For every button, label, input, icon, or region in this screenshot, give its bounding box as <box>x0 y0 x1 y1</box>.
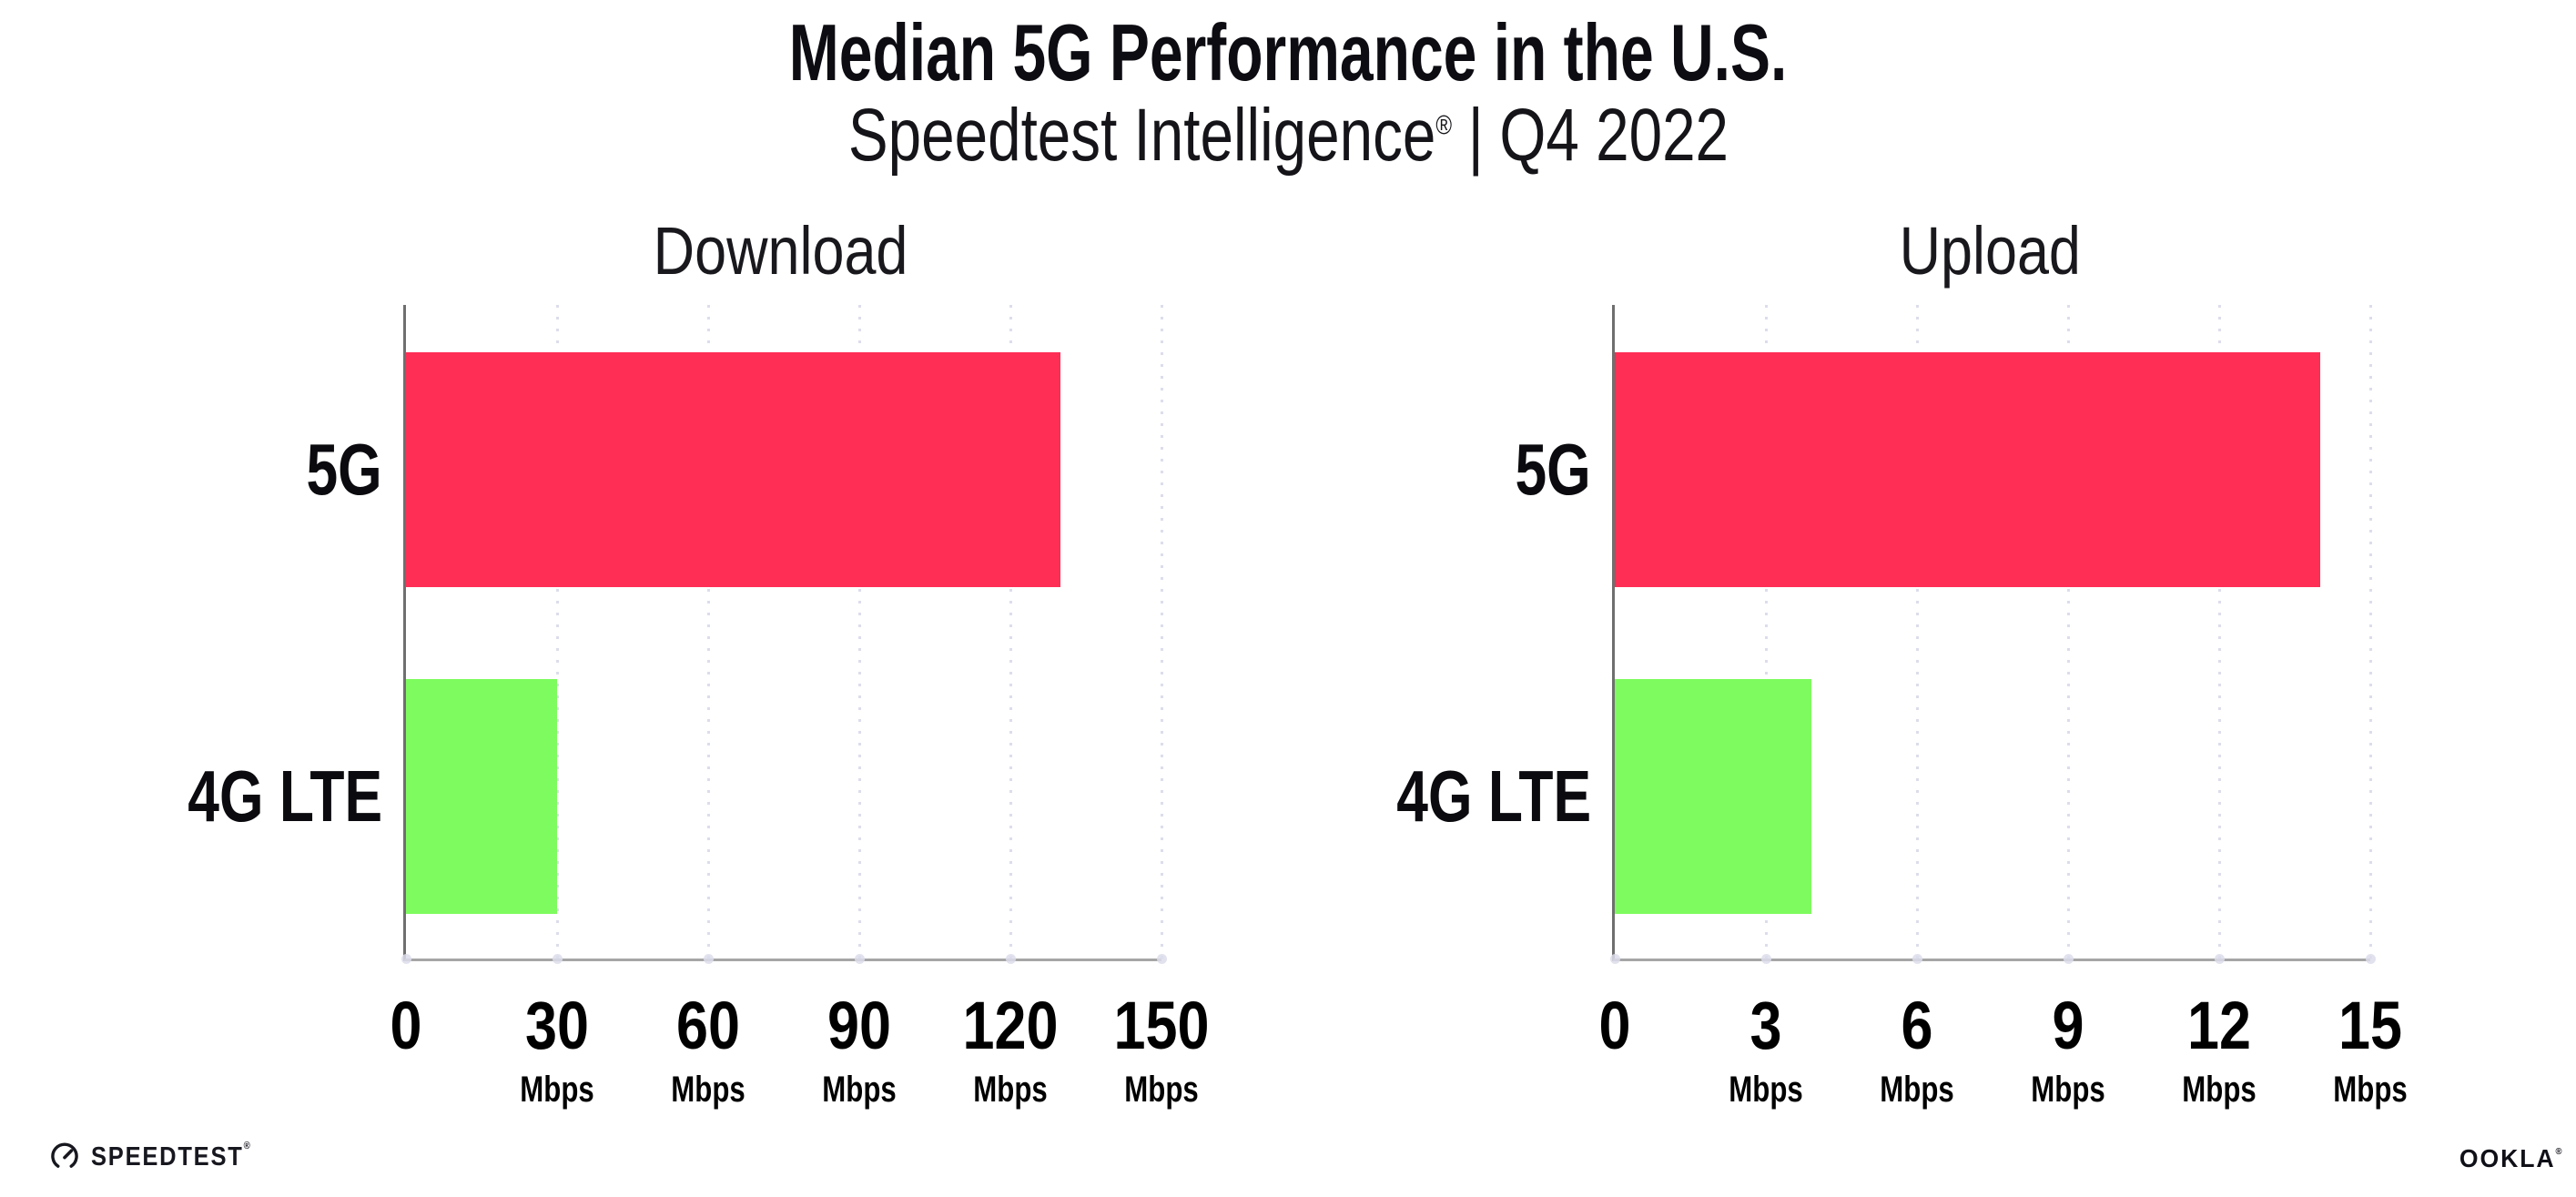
x-tick: 90 Mbps <box>812 988 907 1110</box>
category-label-5g: 5G <box>1515 428 1591 510</box>
category-label-5g: 5G <box>306 428 382 510</box>
page-title-text: Median 5G Performance in the U.S. <box>788 7 1788 97</box>
x-tick: 150 Mbps <box>1105 988 1217 1110</box>
gridline <box>556 305 559 959</box>
tick-value: 0 <box>1598 988 1631 1063</box>
tick-unit: Mbps <box>2031 1070 2105 1110</box>
x-tick: 6 Mbps <box>1870 988 1964 1110</box>
tick-unit: Mbps <box>1880 1070 1954 1110</box>
registered-mark: ® <box>2554 1147 2561 1157</box>
tick-unit: Mbps <box>1124 1070 1199 1110</box>
axis-tick-dot <box>1006 954 1016 964</box>
page-subtitle: Speedtest Intelligence® | Q4 2022 <box>0 98 2576 173</box>
tick-value: 120 <box>962 988 1059 1063</box>
gridline <box>2369 305 2372 959</box>
gridline <box>2218 305 2221 959</box>
tick-value: 30 <box>525 988 589 1063</box>
download-chart: Download 5G 4G LTE 0 30 Mbps 60 Mbps 90 Mbps 120… <box>188 206 1210 1121</box>
category-label-4g-lte: 4G LTE <box>188 755 382 837</box>
axis-tick-dot <box>855 954 865 964</box>
bar-4g-lte <box>1615 679 1811 915</box>
registered-mark: ® <box>243 1141 250 1151</box>
bars <box>406 305 1161 959</box>
tick-value: 12 <box>2187 988 2251 1063</box>
category-labels: 5G 4G LTE <box>188 305 1161 959</box>
category-label-4g-lte: 4G LTE <box>1396 755 1591 837</box>
ookla-logo: OOKLA® <box>2454 1146 2561 1172</box>
axis-tick-dot <box>553 954 563 964</box>
bars <box>1615 305 2370 959</box>
axis-tick-dot <box>401 954 411 964</box>
registered-mark: ® <box>1435 110 1452 141</box>
speedtest-wordmark: SPEEDTEST® <box>91 1141 250 1172</box>
gridlines <box>406 305 1163 959</box>
chart-title-upload: Upload <box>1899 213 2081 289</box>
bar-5g <box>406 352 1061 588</box>
upload-chart: Upload 5G 4G LTE 0 3 Mbps 6 Mbps 9 Mbps 12 Mbps 15… <box>1396 206 2408 1121</box>
axis-tick-dot <box>2064 954 2074 964</box>
x-tick: 12 Mbps <box>2172 988 2267 1110</box>
tick-value: 6 <box>1901 988 1933 1063</box>
axis-tick-dot <box>2215 954 2225 964</box>
tick-value: 15 <box>2338 988 2402 1063</box>
axis-dots <box>1610 305 2376 964</box>
gridline <box>1161 305 1163 959</box>
tick-unit: Mbps <box>2333 1070 2408 1110</box>
x-tick: 9 Mbps <box>2021 988 2115 1110</box>
category-labels: 5G 4G LTE <box>1396 305 2370 959</box>
axis-tick-dot <box>1610 954 1620 964</box>
x-tick: 15 Mbps <box>2323 988 2418 1110</box>
subtitle-period: Q4 2022 <box>1498 94 1729 177</box>
tick-unit: Mbps <box>2182 1070 2257 1110</box>
plot-area: 5G 4G LTE <box>1396 305 2376 964</box>
gridline <box>858 305 861 959</box>
axis-tick-dot <box>1157 954 1167 964</box>
gridline <box>1916 305 1919 959</box>
bar-4g-lte <box>406 679 557 915</box>
x-tick: 120 Mbps <box>954 988 1066 1110</box>
page-title: Median 5G Performance in the U.S. <box>0 13 2576 93</box>
tick-value: 90 <box>827 988 891 1063</box>
x-tick-labels: 0 30 Mbps 60 Mbps 90 Mbps 120 Mbps 150 Mbps <box>390 961 1210 1121</box>
chart-title-download: Download <box>654 213 908 289</box>
x-tick: 0 <box>387 992 424 1060</box>
gridline <box>707 305 710 959</box>
axis-tick-dot <box>2366 954 2376 964</box>
gridlines <box>1615 305 2372 959</box>
axis-tick-dot <box>1912 954 1922 964</box>
subtitle-brand: Speedtest Intelligence <box>847 94 1435 177</box>
bar-5g <box>1615 352 2320 588</box>
tick-unit: Mbps <box>520 1070 594 1110</box>
axis-dots <box>401 305 1167 964</box>
speedtest-gauge-icon <box>49 1141 80 1172</box>
tick-value: 150 <box>1113 988 1210 1063</box>
x-tick: 60 Mbps <box>661 988 756 1110</box>
x-tick: 3 Mbps <box>1719 988 1813 1110</box>
axis-tick-dot <box>704 954 714 964</box>
tick-value: 3 <box>1749 988 1782 1063</box>
gridline <box>1765 305 1768 959</box>
tick-value: 0 <box>390 988 422 1063</box>
ookla-wordmark: OOKLA® <box>2459 1144 2561 1172</box>
tick-unit: Mbps <box>973 1070 1048 1110</box>
tick-unit: Mbps <box>671 1070 745 1110</box>
x-tick: 0 <box>1596 992 1633 1060</box>
gridline <box>2067 305 2070 959</box>
tick-value: 60 <box>676 988 740 1063</box>
plot-area: 5G 4G LTE <box>188 305 1167 964</box>
x-tick-labels: 0 3 Mbps 6 Mbps 9 Mbps 12 Mbps 15 Mbps <box>1599 961 2408 1121</box>
speedtest-logo: SPEEDTEST® <box>49 1141 272 1172</box>
tick-unit: Mbps <box>1729 1070 1803 1110</box>
x-tick: 30 Mbps <box>510 988 604 1110</box>
gridline <box>1009 305 1012 959</box>
tick-value: 9 <box>2052 988 2084 1063</box>
axis-tick-dot <box>1761 954 1771 964</box>
tick-unit: Mbps <box>822 1070 897 1110</box>
subtitle-divider: | <box>1467 94 1484 177</box>
